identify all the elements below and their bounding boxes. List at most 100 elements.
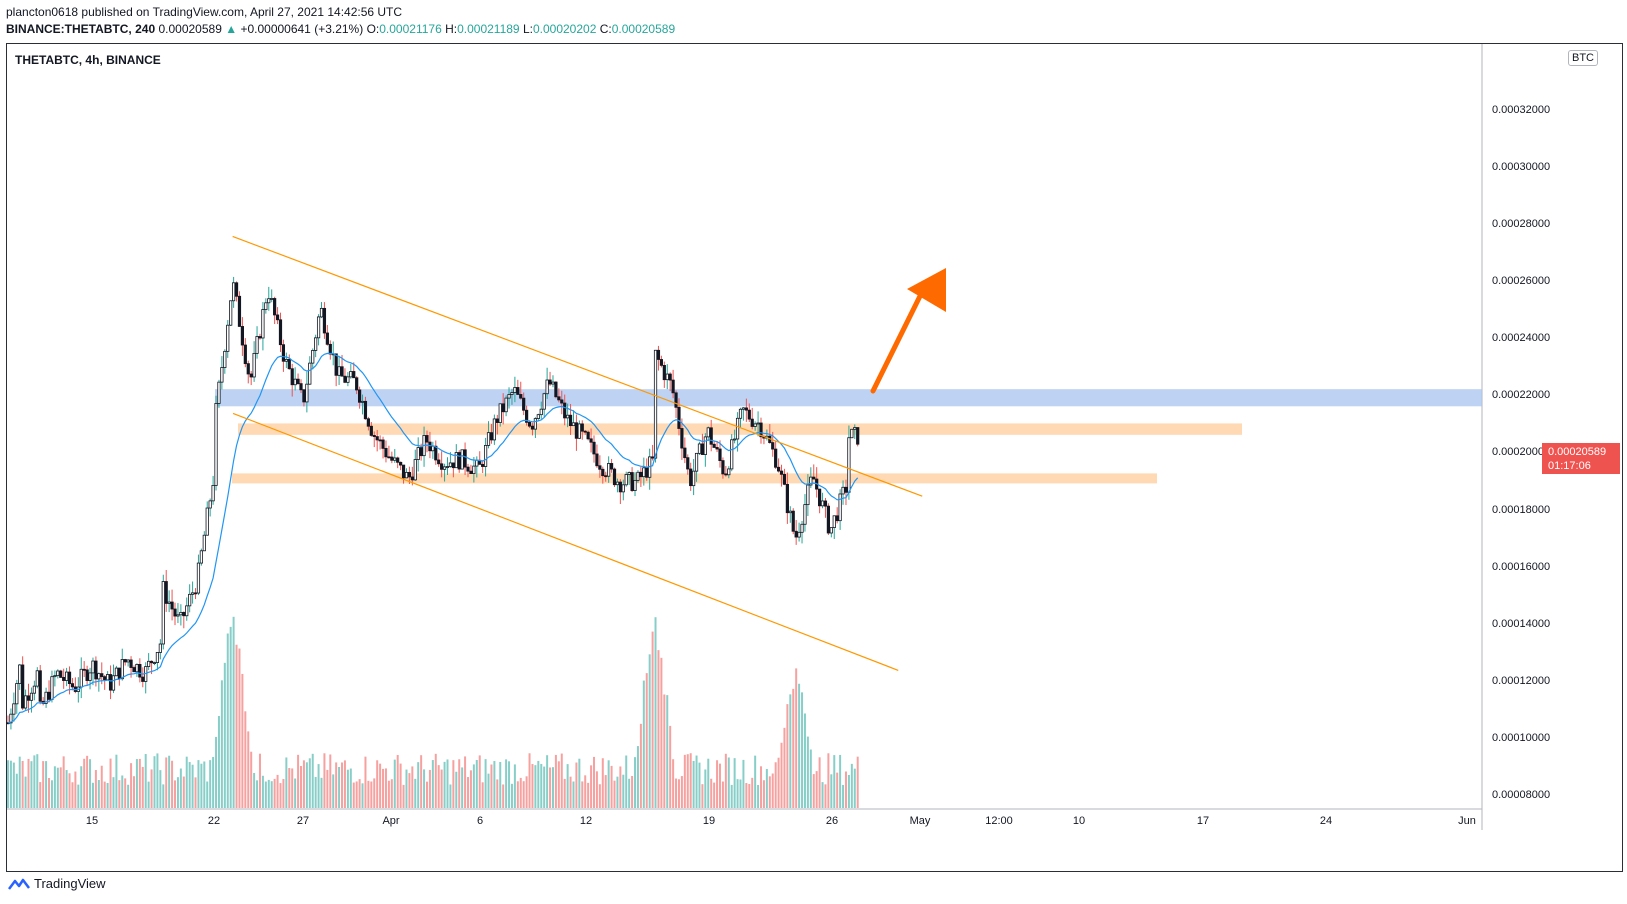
volume-bar [179,768,182,808]
volume-bar [748,783,751,808]
volume-bar [639,723,642,808]
footer-brand[interactable]: TradingView [8,876,106,891]
volume-bar [361,783,364,808]
candle-body [621,484,625,493]
volume-bar [343,760,346,808]
volume-bar [112,777,115,808]
candle-body [65,671,69,681]
candle-body [548,379,552,385]
candle-body [305,383,309,403]
currency-badge[interactable]: BTC [1568,50,1598,66]
volume-bar [742,759,745,808]
time-tick-3: Apr [382,815,400,827]
candle-body [232,282,236,302]
candle-body [26,695,31,701]
candle-body [352,371,356,379]
candle-body [527,421,532,427]
candle-body [809,476,813,486]
candle-body [703,436,707,455]
volume-bar [338,766,341,808]
candle-body [797,531,801,538]
candle-body [539,408,543,416]
volume-bar [156,753,159,808]
candle-body [510,392,514,395]
volume-bar [660,657,663,808]
volume-bar [200,763,203,808]
candle-body [170,601,174,610]
change-value: +0.00000641 (+3.21%) [240,22,364,36]
volume-bar [768,776,771,808]
volume-bar [844,771,847,808]
chart-frame[interactable] [6,43,1623,872]
candle-body [741,407,746,410]
price-tick-1: 0.00010000 [1492,731,1551,744]
candle-body [656,349,661,360]
candle-body [114,667,119,677]
volume-bar [672,759,675,808]
candle-body [779,470,784,475]
volume-bar [188,762,191,808]
candle-body [835,515,839,522]
volume-bar [159,770,162,808]
candle-body [651,456,655,459]
candle-body [261,309,265,339]
candle-body [50,676,54,700]
resistance-zone [215,389,1482,407]
candles-layer [6,276,860,730]
candle-body [381,439,385,449]
volume-bar [267,779,270,808]
volume-bar [464,756,467,808]
volume-bar [677,779,680,808]
volume-bar [815,771,818,808]
candle-body [709,427,713,445]
volume-bar [42,761,45,808]
volume-bar [244,711,247,808]
candle-body [419,447,423,457]
volume-bar [420,755,423,808]
candle-body [284,358,288,362]
volume-bar [317,764,320,808]
volume-bar [554,754,557,808]
open-value: 0.00021176 [379,22,442,36]
candle-body [501,403,505,413]
volume-bar [842,784,845,808]
candle-body [753,423,757,427]
volume-bar [408,773,411,808]
volume-bar [443,761,446,808]
volume-bar [437,765,440,808]
volume-bar [300,766,302,808]
candle-body [598,465,602,470]
candle-body [788,510,792,514]
volume-bar [209,760,212,808]
candle-body [823,500,828,507]
candle-body [454,452,458,469]
chart-title: THETABTC, 4h, BINANCE [15,53,161,67]
candle-body [677,406,681,429]
candle-body [173,608,177,617]
volume-bar [346,769,349,808]
volume-bar [654,617,657,808]
volume-bar [144,754,147,808]
volume-bar [493,761,496,808]
volume-bar [358,779,361,808]
candle-body [712,443,716,448]
volume-bar [683,754,686,808]
candle-body [744,407,748,411]
candle-body [97,673,101,680]
candle-body [756,422,760,425]
support-zone-upper [238,423,1242,435]
volume-bar [777,757,780,808]
volume-bar [138,758,141,808]
candle-body [791,510,795,532]
candle-body [149,660,154,664]
volume-bar [285,757,288,808]
volume-bar [701,784,704,808]
candle-body [190,592,195,595]
volume-bar [824,784,827,808]
candle-body [448,462,453,467]
candle-body [70,683,75,688]
high-label: H: [445,22,458,36]
volume-bar [335,762,338,808]
candle-body [164,581,168,604]
